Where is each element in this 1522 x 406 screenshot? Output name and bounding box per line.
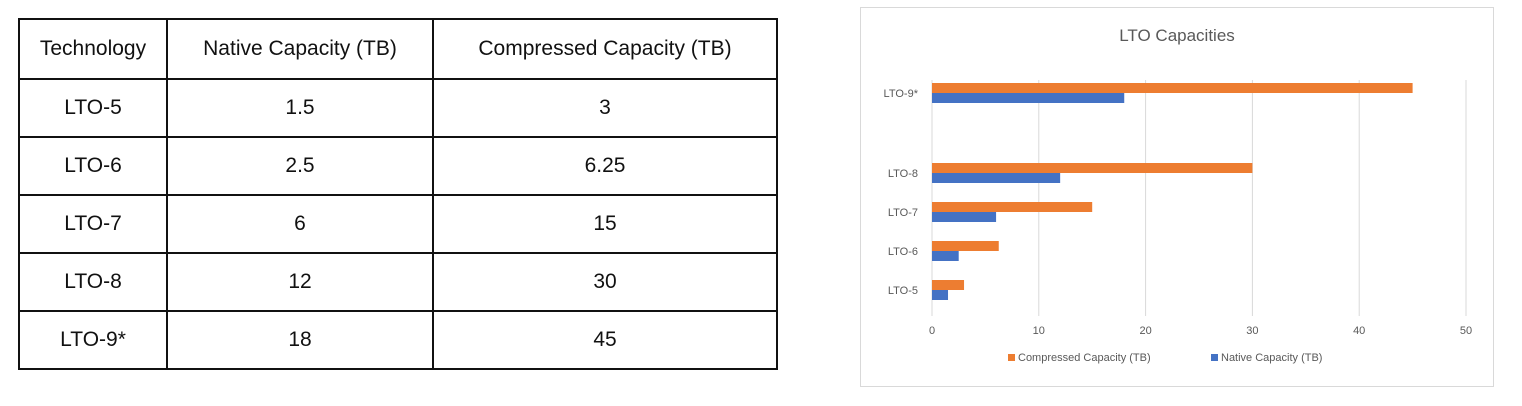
cell-compressed: 30 (432, 252, 778, 312)
header-native-capacity: Native Capacity (TB) (166, 18, 434, 80)
x-axis-ticks: 0 10 20 30 40 50 (929, 325, 1472, 337)
x-tick-label: 10 (1033, 325, 1045, 337)
cell-native: 1.5 (166, 78, 434, 138)
cell-compressed: 3 (432, 78, 778, 138)
legend-swatch (1008, 354, 1015, 361)
y-tick-label: LTO-9* (884, 88, 919, 100)
cell-compressed: 15 (432, 194, 778, 254)
bar (932, 251, 959, 261)
header-technology: Technology (18, 18, 168, 80)
table-row: LTO-7 6 15 (18, 194, 778, 254)
cell-technology: LTO-6 (18, 136, 168, 196)
table-row: LTO-8 12 30 (18, 252, 778, 312)
bar (932, 173, 1061, 183)
legend-label: Compressed Capacity (TB) (1018, 352, 1151, 364)
x-tick-label: 0 (929, 325, 935, 337)
table-header-row: Technology Native Capacity (TB) Compress… (18, 18, 778, 80)
bar (932, 290, 949, 300)
table-row: LTO-9* 18 45 (18, 310, 778, 370)
cell-compressed: 6.25 (432, 136, 778, 196)
y-tick-label: LTO-6 (888, 246, 918, 258)
capacity-table: Technology Native Capacity (TB) Compress… (18, 18, 778, 370)
bar (932, 202, 1093, 212)
gridlines (931, 80, 1467, 316)
chart-title: LTO Capacities (1119, 26, 1235, 45)
cell-technology: LTO-5 (18, 78, 168, 138)
y-tick-label: LTO-7 (888, 207, 918, 219)
legend-swatch (1211, 354, 1218, 361)
x-tick-label: 40 (1353, 325, 1365, 337)
cell-compressed: 45 (432, 310, 778, 370)
legend-label: Native Capacity (TB) (1221, 352, 1322, 364)
cell-native: 6 (166, 194, 434, 254)
bar (932, 163, 1253, 173)
bar (932, 212, 997, 222)
x-tick-label: 30 (1246, 325, 1258, 337)
y-tick-label: LTO-5 (888, 285, 918, 297)
table-row: LTO-6 2.5 6.25 (18, 136, 778, 196)
cell-native: 18 (166, 310, 434, 370)
bar (932, 241, 999, 251)
y-tick-label: LTO-8 (888, 168, 918, 180)
cell-technology: LTO-8 (18, 252, 168, 312)
header-compressed-capacity: Compressed Capacity (TB) (432, 18, 778, 80)
x-tick-label: 50 (1460, 325, 1472, 337)
x-tick-label: 20 (1139, 325, 1151, 337)
cell-native: 2.5 (166, 136, 434, 196)
chart-area: LTO Capacities 0 10 20 30 40 50 LTO-5 LTO-6 LTO… (860, 7, 1494, 387)
y-axis-labels: LTO-5 LTO-6 LTO-7 LTO-8 LTO-9* (884, 88, 919, 297)
table-row: LTO-5 1.5 3 (18, 78, 778, 138)
bar-chart: LTO Capacities 0 10 20 30 40 50 LTO-5LTO-6LTO… (884, 26, 1473, 364)
cell-native: 12 (166, 252, 434, 312)
bar (932, 93, 1125, 103)
bar (932, 280, 965, 290)
cell-technology: LTO-9* (18, 310, 168, 370)
bar (932, 83, 1413, 93)
legend: Compressed Capacity (TB) Native Capacity … (1008, 352, 1322, 364)
cell-technology: LTO-7 (18, 194, 168, 254)
bars (932, 83, 1413, 300)
